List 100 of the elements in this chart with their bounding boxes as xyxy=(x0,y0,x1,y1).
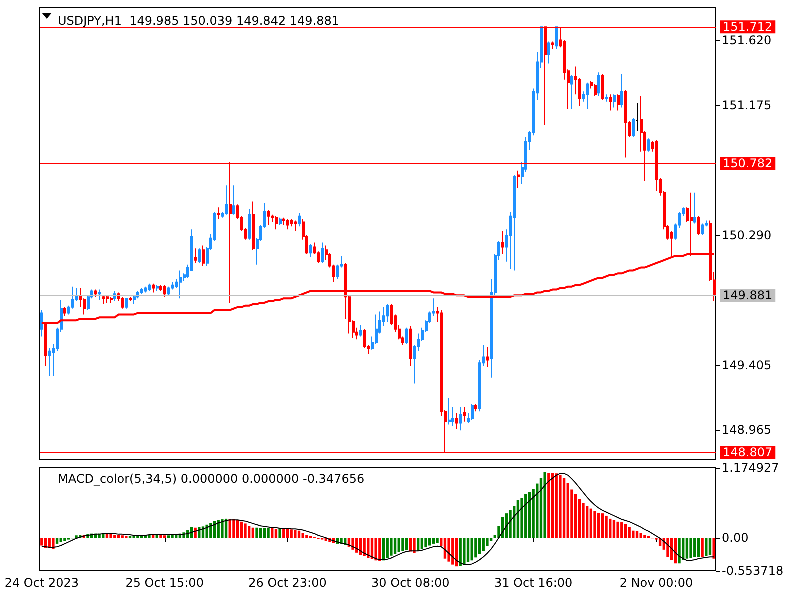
bar xyxy=(678,538,681,564)
candlestick xyxy=(455,412,458,430)
candlestick xyxy=(647,138,650,152)
candlestick xyxy=(217,207,220,220)
bar xyxy=(306,535,308,538)
bar xyxy=(402,538,404,552)
bar xyxy=(432,538,436,544)
bar xyxy=(690,538,692,558)
bar xyxy=(520,498,524,538)
candlestick xyxy=(555,26,558,50)
y-tick-label: 151.620 xyxy=(722,33,772,48)
bar xyxy=(609,518,612,538)
candlestick xyxy=(167,286,170,296)
candlestick xyxy=(294,220,297,232)
bar xyxy=(582,503,585,538)
candlestick xyxy=(94,289,97,298)
bar xyxy=(636,531,639,538)
candlestick xyxy=(133,295,136,305)
text: USDJPY,H1 149.985 150.039 149.842 149.881 xyxy=(58,14,340,28)
bar xyxy=(390,538,393,556)
candlestick xyxy=(359,324,362,338)
candlestick xyxy=(194,248,197,264)
bar xyxy=(628,527,631,538)
candlestick xyxy=(609,94,612,112)
bar xyxy=(524,494,528,538)
bar xyxy=(267,528,270,538)
bar xyxy=(398,538,400,552)
candlestick xyxy=(63,306,66,317)
bar xyxy=(271,528,274,538)
bar xyxy=(616,522,620,538)
bar xyxy=(290,530,293,538)
candlestick xyxy=(290,218,293,228)
chart-title: MACD_color(5,34,5) 0.000000 0.000000 -0.347656 xyxy=(58,472,365,486)
bar xyxy=(114,535,116,538)
bar xyxy=(601,514,604,538)
candlestick xyxy=(601,74,604,101)
y-tick-label: 150.290 xyxy=(722,228,772,242)
candlestick xyxy=(474,404,477,412)
bar xyxy=(260,528,262,538)
candlestick xyxy=(98,289,101,301)
bar xyxy=(278,528,282,538)
bar xyxy=(528,492,532,538)
candlestick xyxy=(597,72,600,97)
bar xyxy=(586,506,589,538)
bar xyxy=(562,478,566,538)
candlestick xyxy=(617,94,620,112)
candlestick xyxy=(570,75,573,110)
bar xyxy=(413,538,416,554)
bar xyxy=(221,520,224,538)
y-tick-label: -0.553718 xyxy=(722,564,784,578)
bar xyxy=(712,538,716,559)
bar xyxy=(274,529,278,538)
candlestick xyxy=(252,201,255,251)
y-tick-label: 1.174927 xyxy=(722,461,780,475)
candlestick xyxy=(121,296,124,310)
candlestick xyxy=(321,242,324,264)
bar xyxy=(167,536,170,538)
candlestick xyxy=(40,310,43,338)
candlestick xyxy=(409,326,412,367)
bar xyxy=(110,534,112,538)
bar xyxy=(705,538,708,556)
candlestick xyxy=(248,208,251,240)
candlestick xyxy=(163,284,166,298)
bar xyxy=(644,535,646,538)
bar xyxy=(590,508,593,538)
bar xyxy=(482,538,485,552)
candlestick xyxy=(517,170,520,190)
bar xyxy=(436,538,439,544)
bar xyxy=(428,538,432,546)
x-tick-label: 24 Oct 2023 xyxy=(4,576,80,590)
bar xyxy=(686,538,689,559)
candlestick xyxy=(405,327,408,345)
candlestick xyxy=(624,90,627,158)
candlestick xyxy=(513,174,516,272)
bar xyxy=(594,511,596,538)
bar xyxy=(163,536,166,538)
y-tick-label: 148.965 xyxy=(722,422,772,437)
bar xyxy=(632,530,635,538)
bar xyxy=(378,538,382,562)
candlestick xyxy=(459,406,462,432)
candlestick xyxy=(282,217,285,226)
bar xyxy=(708,538,712,556)
bar xyxy=(263,528,266,538)
bar xyxy=(394,538,397,554)
bar xyxy=(612,520,616,538)
bar xyxy=(555,474,558,538)
candlestick xyxy=(110,296,113,304)
candlestick xyxy=(148,283,151,292)
bar xyxy=(64,538,66,541)
x-tick-label: 31 Oct 16:00 xyxy=(494,576,573,590)
candlestick xyxy=(275,216,278,230)
candlestick xyxy=(140,288,143,295)
bar xyxy=(459,538,462,566)
bar xyxy=(620,522,624,538)
candlestick xyxy=(179,270,182,300)
candlestick xyxy=(486,346,489,368)
bar xyxy=(294,530,297,538)
bar xyxy=(551,473,554,538)
ref-line-label: 149.881 xyxy=(723,288,773,303)
candlestick xyxy=(613,94,616,108)
